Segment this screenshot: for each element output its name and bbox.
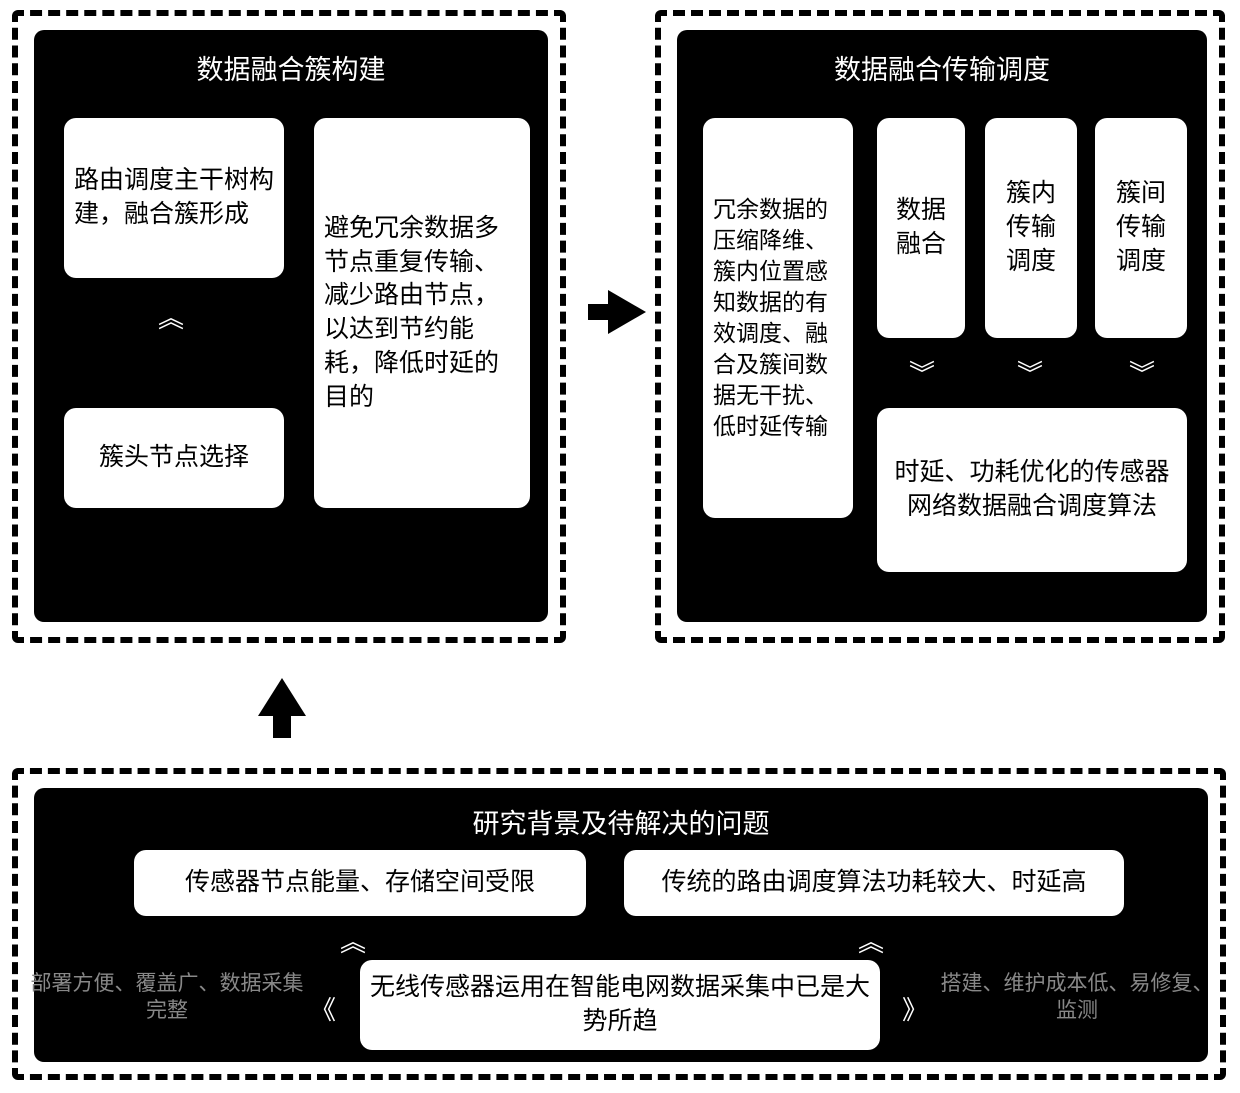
chevron-down-icon: ︾ <box>1129 354 1155 391</box>
box-redundant-compress: 冗余数据的压缩降维、簇内位置感知数据的有效调度、融合及簇间数据无干扰、低时延传输 <box>703 118 853 518</box>
box-data-fusion: 数据融合 <box>877 118 965 338</box>
chevron-up-icon: ︽ <box>340 922 366 959</box>
box-avoid-redundant: 避免冗余数据多节点重复传输、减少路由节点，以达到节约能耗，降低时延的目的 <box>314 118 530 508</box>
chevron-up-icon: ︽ <box>158 298 184 335</box>
panel-fusion-cluster-inner: 数据融合簇构建 路由调度主干树构建，融合簇形成 簇头节点选择 避免冗余数据多节点… <box>34 30 548 622</box>
chevron-down-icon: ︾ <box>909 354 935 391</box>
arrow-up-icon <box>258 678 306 716</box>
panel-transmission-schedule-inner: 数据融合传输调度 冗余数据的压缩降维、簇内位置感知数据的有效调度、融合及簇间数据… <box>677 30 1207 622</box>
panel-fusion-cluster-title: 数据融合簇构建 <box>34 48 548 87</box>
box-wsn-smartgrid: 无线传感器运用在智能电网数据采集中已是大势所趋 <box>360 960 880 1050</box>
box-sensor-limit: 传感器节点能量、存储空间受限 <box>134 850 586 916</box>
box-cluster-head: 簇头节点选择 <box>64 408 284 508</box>
note-cost: 搭建、维护成本低、易修复、监测 <box>932 970 1222 1025</box>
panel-transmission-schedule-title: 数据融合传输调度 <box>677 48 1207 87</box>
chevron-right-icon: 》 <box>902 990 928 1027</box>
arrow-right-icon <box>608 290 646 334</box>
box-inter-cluster: 簇间传输调度 <box>1095 118 1187 338</box>
panel-background-inner: 研究背景及待解决的问题 传感器节点能量、存储空间受限 传统的路由调度算法功耗较大… <box>34 788 1208 1062</box>
box-intra-cluster: 簇内传输调度 <box>985 118 1077 338</box>
chevron-down-icon: ︾ <box>1017 354 1043 391</box>
note-deploy: 部署方便、覆盖广、数据采集完整 <box>22 970 312 1025</box>
box-tree-construction: 路由调度主干树构建，融合簇形成 <box>64 118 284 278</box>
chevron-left-icon: 《 <box>310 990 336 1027</box>
panel-fusion-cluster: 数据融合簇构建 路由调度主干树构建，融合簇形成 簇头节点选择 避免冗余数据多节点… <box>12 10 566 643</box>
box-traditional-routing: 传统的路由调度算法功耗较大、时延高 <box>624 850 1124 916</box>
box-algorithm: 时延、功耗优化的传感器网络数据融合调度算法 <box>877 408 1187 572</box>
panel-background-title: 研究背景及待解决的问题 <box>34 802 1208 841</box>
panel-background: 研究背景及待解决的问题 传感器节点能量、存储空间受限 传统的路由调度算法功耗较大… <box>12 768 1226 1080</box>
chevron-up-icon: ︽ <box>858 922 884 959</box>
panel-transmission-schedule: 数据融合传输调度 冗余数据的压缩降维、簇内位置感知数据的有效调度、融合及簇间数据… <box>655 10 1225 643</box>
